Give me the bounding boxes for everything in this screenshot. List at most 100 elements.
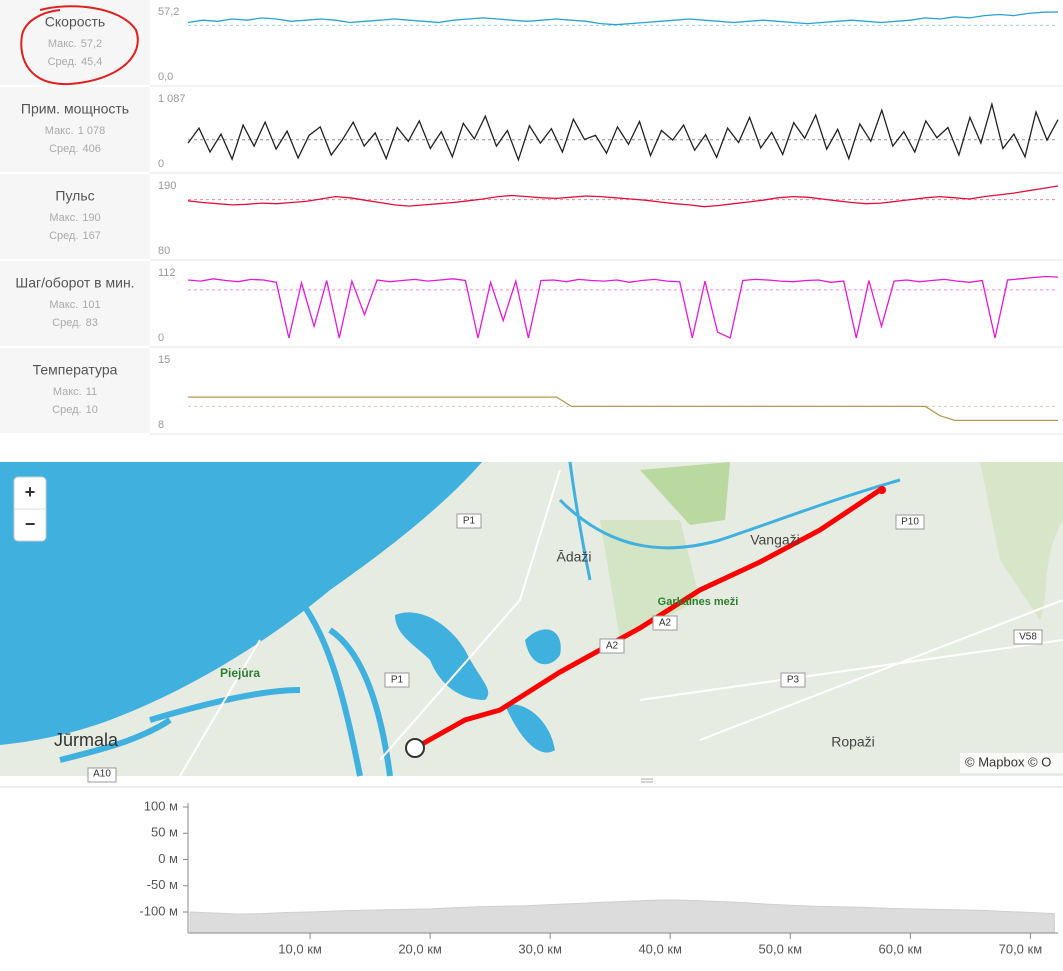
avg-label: Сред. — [48, 56, 77, 68]
map-forest — [600, 520, 700, 640]
x-tick-label: 10,0 км — [278, 941, 322, 956]
road-label: P3 — [787, 675, 800, 686]
y-tick-label: 0 м — [158, 851, 178, 866]
metric-name: Шаг/оборот в мин. — [15, 275, 134, 291]
metric-max: Макс. 11 — [53, 386, 97, 398]
max-label: Макс. — [49, 212, 78, 224]
attribution-box — [960, 753, 1063, 773]
y-tick-label: 0,0 — [158, 71, 173, 83]
metric-max: Макс. 1 078 — [45, 125, 105, 137]
metric-name: Прим. мощность — [21, 101, 129, 117]
max-label: Макс. — [45, 125, 74, 137]
metric-line — [187, 101, 1059, 162]
avg-value: 10 — [86, 404, 98, 416]
avg-value: 83 — [86, 317, 98, 329]
route — [412, 487, 883, 751]
map-forest — [980, 462, 1063, 620]
x-tick-label: 50,0 км — [759, 941, 803, 956]
road-label: A10 — [93, 769, 111, 780]
y-tick-label: 190 — [158, 180, 176, 192]
road-label: A2 — [606, 641, 619, 652]
place-label: Ropaži — [831, 734, 875, 750]
metric-line — [187, 185, 1059, 208]
attribution[interactable]: © Mapbox © O — [965, 754, 1051, 769]
max-value: 57,2 — [81, 38, 102, 50]
x-tick-label: 60,0 км — [879, 941, 923, 956]
max-value: 101 — [82, 299, 100, 311]
metric-name: Скорость — [45, 14, 105, 30]
metric-panel — [0, 0, 150, 85]
road-label: P10 — [901, 517, 919, 528]
y-tick-label: 50 м — [151, 825, 178, 840]
y-tick-label: 0 — [158, 158, 164, 170]
place-label: Vangaži — [750, 532, 800, 548]
y-tick-label: 112 — [158, 267, 176, 279]
metric-max: Макс. 57,2 — [48, 38, 102, 50]
road-shield — [456, 513, 482, 529]
place-label: Garkalnes meži — [658, 596, 739, 608]
map-river — [558, 461, 901, 581]
map-lake — [505, 629, 561, 753]
y-tick-label: 0 — [158, 332, 164, 344]
road-label: P1 — [391, 675, 404, 686]
map-river — [59, 598, 393, 777]
avg-label: Сред. — [49, 230, 78, 242]
road-shield — [1013, 629, 1043, 645]
metric-avg: Сред. 83 — [52, 317, 98, 329]
metric-panel — [0, 87, 150, 172]
avg-value: 167 — [83, 230, 101, 242]
max-value: 190 — [82, 212, 100, 224]
place-label: Ādaži — [556, 549, 591, 565]
y-tick-label: 57,2 — [158, 6, 179, 18]
road-label: P1 — [463, 516, 476, 527]
road-label: V58 — [1019, 632, 1037, 643]
start-marker[interactable] — [878, 486, 886, 494]
x-tick-label: 40,0 км — [638, 941, 682, 956]
metric-max: Макс. 101 — [49, 299, 100, 311]
finish-marker[interactable] — [405, 738, 425, 758]
map-road — [179, 469, 1063, 777]
place-label: Jūrmala — [54, 730, 119, 750]
metric-avg: Сред. 167 — [49, 230, 101, 242]
metric-panel — [0, 174, 150, 259]
y-tick-label: -50 м — [147, 877, 178, 892]
y-tick-label: 8 — [158, 419, 164, 431]
zoom-in-button[interactable]: + — [25, 482, 36, 502]
metric-name: Пульс — [55, 188, 94, 204]
y-tick-label: -100 м — [139, 903, 178, 918]
road-shield — [87, 767, 117, 783]
metric-name: Температура — [33, 362, 118, 378]
max-label: Макс. — [49, 299, 78, 311]
max-label: Макс. — [53, 386, 82, 398]
x-tick-label: 70,0 км — [999, 941, 1043, 956]
metric-panel — [0, 261, 150, 346]
x-tick-label: 20,0 км — [398, 941, 442, 956]
metric-max: Макс. 190 — [49, 212, 100, 224]
map[interactable]: Jūrmala Piejūra Ādaži Vangaži Garkalnes … — [0, 461, 1063, 783]
metric-avg: Сред. 406 — [49, 143, 101, 155]
zoom-out-button[interactable]: − — [25, 514, 36, 534]
avg-label: Сред. — [52, 404, 81, 416]
map-sea — [0, 462, 482, 745]
metric-avg: Сред. 45,4 — [48, 56, 103, 68]
y-tick-label: 1 087 — [158, 93, 186, 105]
annotation-circle — [20, 5, 139, 86]
avg-label: Сред. — [52, 317, 81, 329]
max-value: 11 — [86, 386, 97, 398]
metric-line — [188, 396, 1058, 422]
road-shield — [652, 615, 678, 631]
max-value: 1 078 — [78, 125, 106, 137]
y-tick-label: 15 — [158, 354, 170, 366]
elevation-area — [189, 899, 1055, 934]
max-label: Макс. — [48, 38, 77, 50]
x-tick-label: 30,0 км — [518, 941, 562, 956]
road-shield — [599, 638, 625, 654]
avg-value: 406 — [83, 143, 101, 155]
metric-line — [187, 11, 1059, 26]
place-label: Piejūra — [220, 666, 260, 680]
road-label: A2 — [659, 618, 672, 629]
metric-panel — [0, 348, 150, 433]
avg-value: 45,4 — [81, 56, 102, 68]
